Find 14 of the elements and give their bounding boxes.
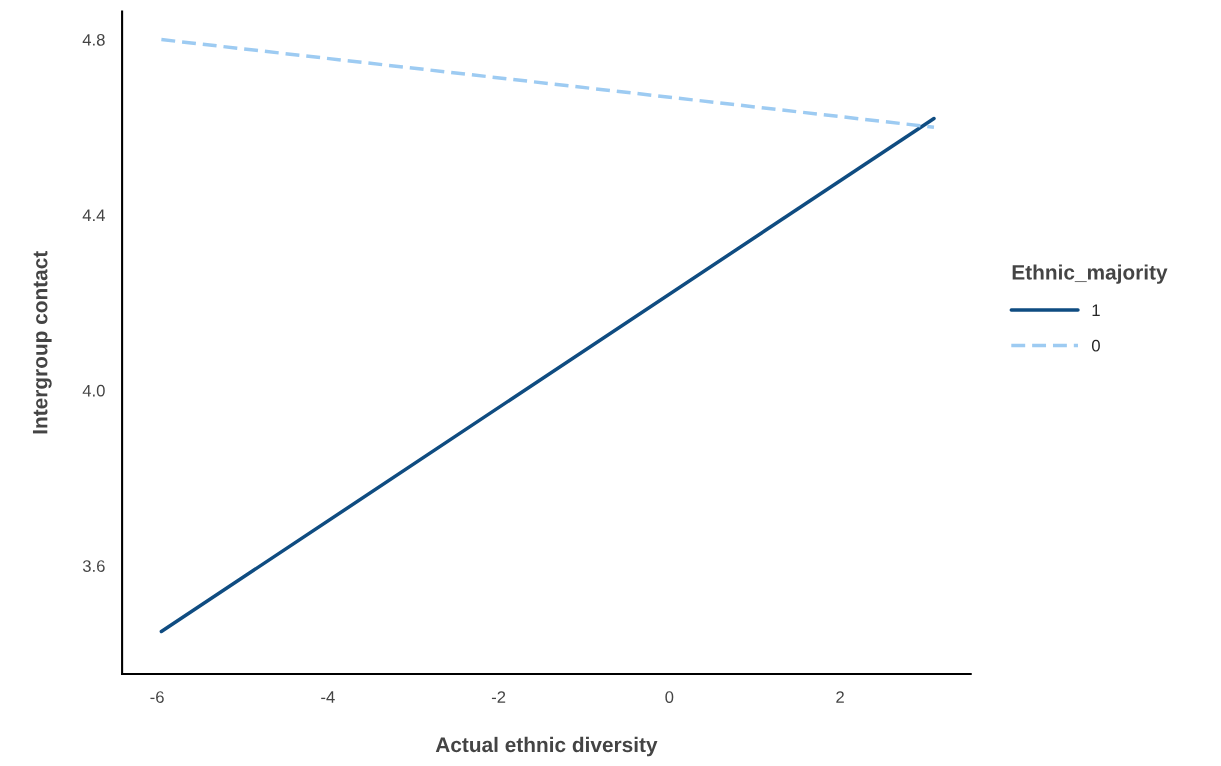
x-tick-label: 2 [836,691,844,703]
y-tick-label: 4.8 [82,33,105,46]
y-tick-label: 4.0 [82,384,105,397]
y-tick-label: 4.4 [82,209,105,221]
legend-title: Ethnic_majority [1012,264,1168,284]
x-tick-label: -2 [491,691,506,703]
x-tick-label: -6 [150,691,164,703]
x-axis-title: Actual ethnic diversity [435,736,658,757]
legend-label: 1 [1092,304,1100,316]
y-tick-label: 3.6 [82,560,105,572]
x-tick-label: 0 [665,691,674,703]
x-tick-label: -4 [321,691,335,703]
y-axis-title: Intergroup contact [32,251,52,434]
legend-label: 0 [1091,339,1100,352]
